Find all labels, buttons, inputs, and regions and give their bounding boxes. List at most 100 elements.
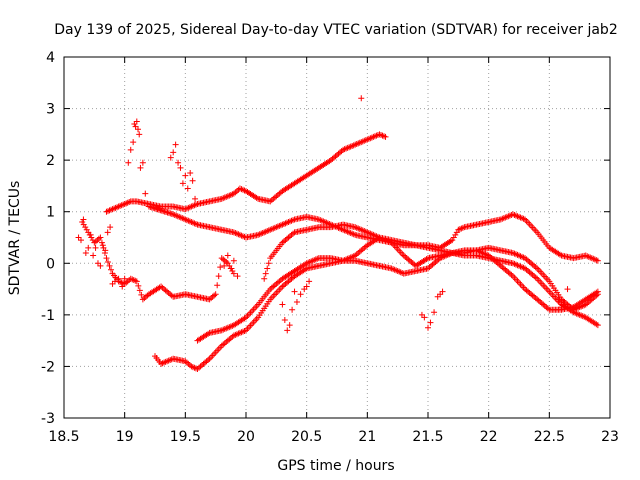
point-scattered-points bbox=[564, 286, 571, 293]
x-tick-label: 18.5 bbox=[48, 429, 79, 445]
point-scattered-points bbox=[142, 190, 149, 197]
point-scattered-points bbox=[192, 195, 199, 202]
x-axis-label: GPS time / hours bbox=[277, 458, 394, 474]
point-upper-middle-trace bbox=[594, 257, 601, 264]
point-rising-trace bbox=[382, 133, 389, 140]
point-early-wandering-trace bbox=[135, 282, 142, 289]
point-scattered-points bbox=[133, 118, 140, 125]
point-scattered-points bbox=[425, 324, 431, 331]
point-early-wandering-trace bbox=[230, 270, 237, 277]
point-upper-middle-trace bbox=[265, 260, 272, 267]
point-scattered-points bbox=[293, 298, 300, 305]
point-scattered-points bbox=[130, 139, 137, 146]
point-scattered-points bbox=[90, 252, 97, 259]
point-early-wandering-trace bbox=[97, 234, 104, 241]
point-scattered-points bbox=[439, 288, 446, 295]
point-scattered-points bbox=[281, 317, 288, 324]
axis-ticks bbox=[63, 56, 611, 419]
point-scattered-points bbox=[136, 131, 143, 138]
point-scattered-points bbox=[560, 298, 567, 305]
point-early-wandering-trace bbox=[138, 291, 145, 298]
point-scattered-points bbox=[80, 216, 87, 223]
tick-labels: 18.5 19 19.5 20 20.5 21 21.5 22 22.5 23-3-2-10123… bbox=[41, 50, 619, 445]
point-scattered-points bbox=[92, 244, 99, 251]
point-scattered-points bbox=[358, 95, 365, 102]
point-scattered-points bbox=[119, 283, 126, 290]
plot-frame bbox=[63, 56, 611, 419]
point-scattered-points bbox=[87, 231, 94, 238]
point-scattered-points bbox=[184, 185, 191, 192]
point-scattered-points bbox=[284, 327, 291, 334]
point-early-wandering-trace bbox=[104, 258, 111, 265]
point-lowest-trace bbox=[594, 288, 601, 295]
point-scattered-points bbox=[127, 146, 134, 153]
point-upper-middle-trace bbox=[261, 275, 268, 282]
point-scattered-points bbox=[99, 242, 106, 249]
y-tick-label: 0 bbox=[46, 256, 55, 272]
point-early-wandering-trace bbox=[106, 262, 113, 269]
point-scattered-points bbox=[427, 319, 434, 326]
x-tick-label: 22 bbox=[480, 429, 498, 445]
point-scattered-points bbox=[102, 247, 109, 254]
point-early-wandering-trace bbox=[108, 266, 115, 273]
point-scattered-points bbox=[431, 309, 438, 316]
point-scattered-points bbox=[221, 262, 228, 269]
y-tick-label: -1 bbox=[41, 308, 55, 324]
y-tick-label: 3 bbox=[46, 102, 55, 118]
point-scattered-points bbox=[306, 278, 313, 285]
point-scattered-points bbox=[558, 304, 565, 311]
point-scattered-points bbox=[286, 322, 293, 329]
point-scattered-points bbox=[189, 177, 196, 184]
point-scattered-points bbox=[228, 265, 235, 272]
point-scattered-points bbox=[177, 164, 184, 171]
point-early-wandering-trace bbox=[217, 264, 224, 271]
point-scattered-points bbox=[170, 149, 177, 156]
point-early-wandering-trace bbox=[133, 278, 140, 285]
y-axis-label: SDTVAR / TECUs bbox=[7, 181, 23, 296]
point-scattered-points bbox=[97, 262, 104, 269]
point-scattered-points bbox=[107, 224, 114, 231]
y-tick-label: 1 bbox=[46, 205, 55, 221]
point-early-wandering-trace bbox=[212, 291, 219, 298]
point-early-wandering-trace bbox=[136, 287, 143, 294]
point-scattered-points bbox=[179, 180, 186, 187]
point-scattered-points bbox=[137, 164, 144, 171]
point-scattered-points bbox=[82, 249, 89, 256]
point-scattered-points bbox=[234, 273, 241, 280]
chart-title: Day 139 of 2025, Sidereal Day-to-day VTE… bbox=[54, 22, 617, 38]
point-scattered-points bbox=[139, 159, 146, 166]
point-early-wandering-trace bbox=[215, 273, 222, 280]
point-early-wandering-trace bbox=[103, 255, 110, 262]
point-scattered-points bbox=[224, 252, 231, 259]
y-tick-label: 2 bbox=[46, 153, 55, 169]
x-tick-label: 22.5 bbox=[534, 429, 565, 445]
data-points bbox=[75, 95, 601, 373]
point-scattered-points bbox=[167, 154, 174, 161]
point-scattered-points bbox=[104, 229, 111, 236]
point-falling-trace bbox=[594, 322, 601, 329]
x-tick-label: 21 bbox=[358, 429, 376, 445]
point-scattered-points bbox=[289, 306, 296, 313]
point-scattered-points bbox=[111, 278, 118, 285]
point-scattered-points bbox=[182, 172, 189, 179]
x-tick-label: 21.5 bbox=[412, 429, 443, 445]
y-tick-label: -2 bbox=[41, 359, 55, 375]
point-scattered-points bbox=[303, 283, 310, 290]
point-early-wandering-trace bbox=[214, 282, 221, 289]
y-tick-label: 4 bbox=[46, 50, 55, 66]
point-scattered-points bbox=[297, 291, 304, 298]
x-tick-label: 19.5 bbox=[170, 429, 201, 445]
point-scattered-points bbox=[125, 159, 132, 166]
point-scattered-points bbox=[121, 275, 128, 282]
x-tick-label: 23 bbox=[601, 429, 619, 445]
point-upper-middle-trace bbox=[264, 265, 271, 272]
x-tick-label: 20 bbox=[237, 429, 255, 445]
point-upper-middle-trace bbox=[262, 270, 269, 277]
point-scattered-points bbox=[291, 288, 298, 295]
point-scattered-points bbox=[556, 296, 563, 303]
x-tick-label: 20.5 bbox=[291, 429, 322, 445]
point-scattered-points bbox=[421, 314, 428, 321]
point-scattered-points bbox=[135, 126, 142, 133]
point-scattered-points bbox=[175, 159, 182, 166]
